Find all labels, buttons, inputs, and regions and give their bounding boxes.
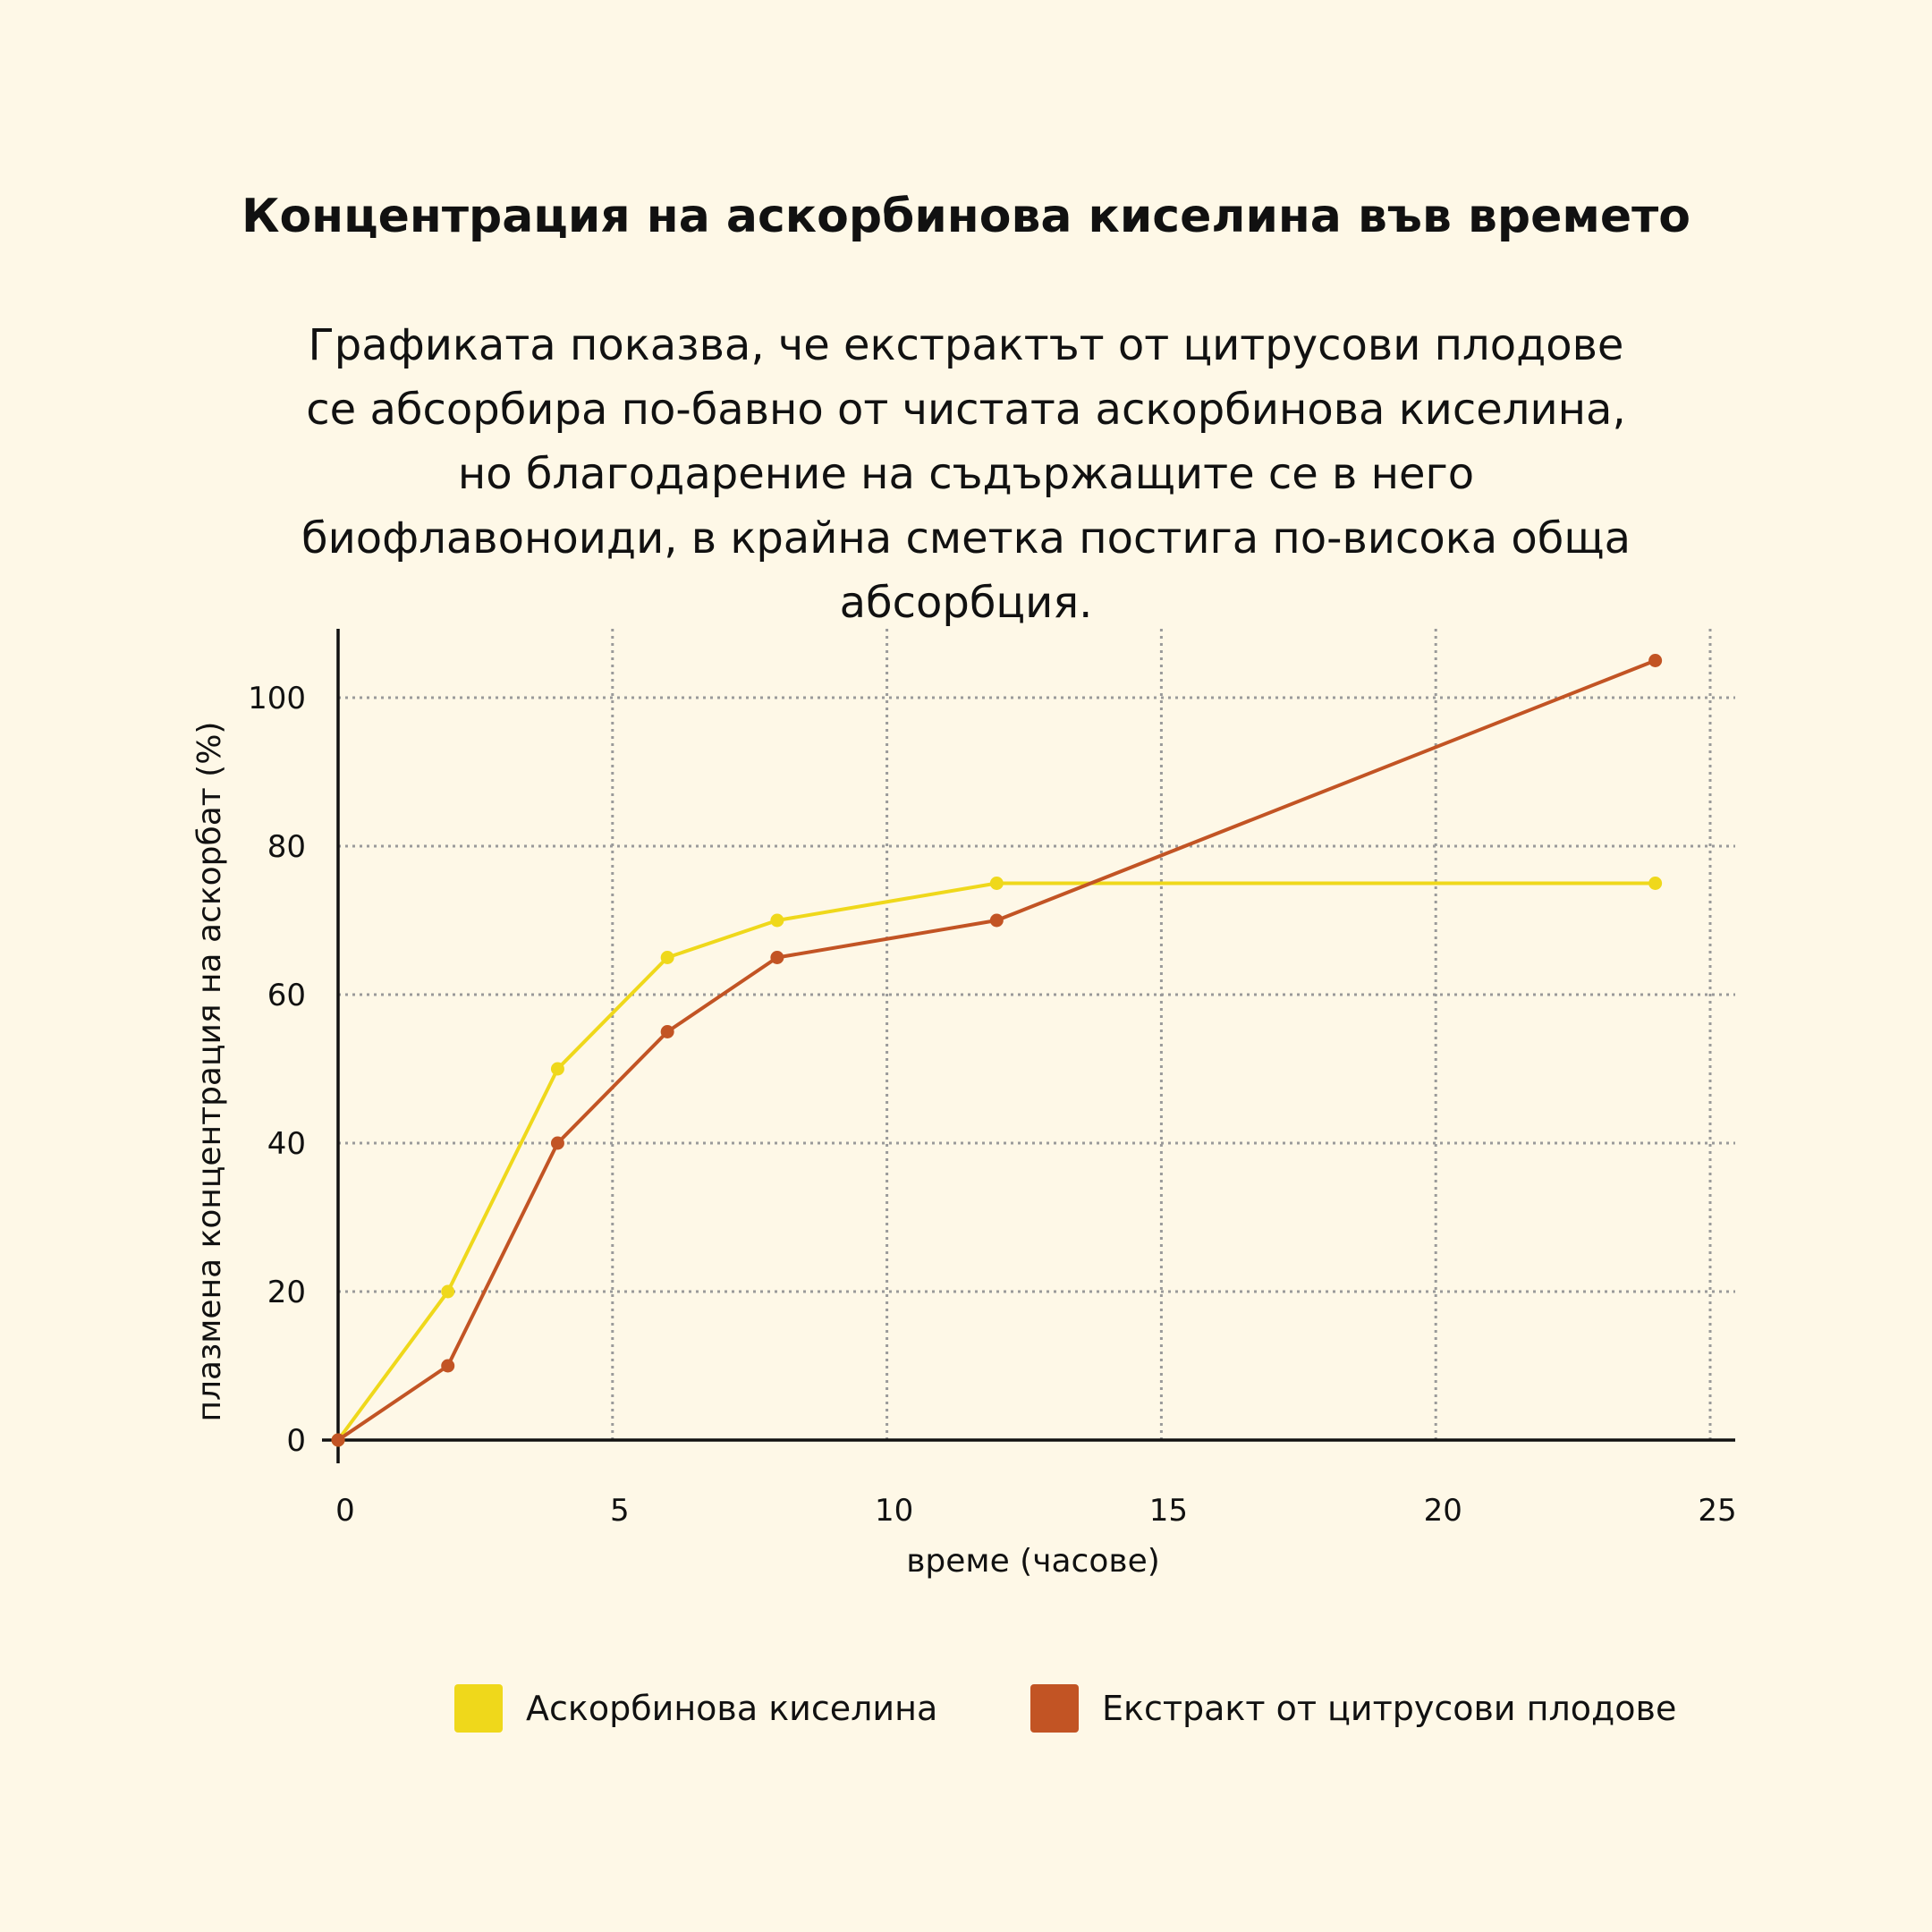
data-point-s0-6 — [1648, 877, 1663, 890]
y-tick-label-40: 40 — [267, 1126, 306, 1162]
data-point-s0-3 — [660, 951, 674, 964]
data-point-s0-1 — [441, 1284, 455, 1299]
x-tick-label-0: 0 — [335, 1493, 355, 1529]
data-point-s0-2 — [550, 1062, 564, 1076]
y-tick-label-20: 20 — [267, 1275, 306, 1310]
series-lines — [336, 658, 1657, 1442]
legend: Аскорбинова киселина Екстракт от цитрусо… — [0, 1682, 1932, 1735]
y-tick-label-60: 60 — [267, 978, 306, 1013]
y-tick-label-100: 100 — [248, 681, 306, 716]
series-line-1 — [336, 658, 1657, 1442]
data-point-s1-5 — [989, 913, 1004, 928]
legend-label-citrus-extract: Екстракт от цитрусови плодове — [1102, 1689, 1677, 1728]
legend-swatch-ascorbic-acid — [454, 1684, 503, 1733]
x-tick-label-5: 5 — [610, 1493, 630, 1529]
chart-description: Графиката показва, че екстрактът от цитр… — [301, 320, 1631, 628]
line-chart: 0 5 10 15 20 25 0 20 40 60 80 100 време (часове) пл… — [191, 629, 1737, 1580]
axes — [322, 629, 1735, 1463]
series-points — [331, 654, 1663, 1447]
x-axis-title: време (часове) — [906, 1543, 1160, 1580]
y-tick-label-80: 80 — [267, 829, 306, 865]
tick-labels: 0 5 10 15 20 25 0 20 40 60 80 100 — [248, 681, 1737, 1529]
chart-title: Концентрация на аскорбинова киселина във… — [241, 190, 1691, 243]
x-tick-label-15: 15 — [1149, 1493, 1188, 1529]
data-point-s1-4 — [770, 951, 784, 964]
data-point-s0-5 — [989, 877, 1004, 890]
grid-lines — [338, 629, 1735, 1440]
data-point-s1-0 — [331, 1433, 345, 1447]
data-point-s1-6 — [1648, 654, 1663, 667]
y-axis-title: плазмена концентрация на аскорбат (%) — [191, 722, 228, 1422]
data-point-s0-4 — [770, 913, 784, 928]
series-line-0 — [336, 881, 1656, 1442]
x-tick-label-10: 10 — [875, 1493, 913, 1529]
data-point-s1-2 — [550, 1136, 564, 1150]
legend-item-ascorbic-acid: Аскорбинова киселина — [454, 1682, 937, 1735]
data-point-s1-1 — [441, 1359, 455, 1373]
x-tick-label-25: 25 — [1698, 1493, 1736, 1529]
x-tick-label-20: 20 — [1424, 1493, 1462, 1529]
y-tick-label-0: 0 — [286, 1423, 306, 1459]
legend-label-ascorbic-acid: Аскорбинова киселина — [526, 1689, 938, 1728]
data-point-s1-3 — [660, 1025, 674, 1038]
legend-item-citrus-extract: Екстракт от цитрусови плодове — [1030, 1682, 1676, 1735]
legend-swatch-citrus-extract — [1030, 1684, 1079, 1733]
